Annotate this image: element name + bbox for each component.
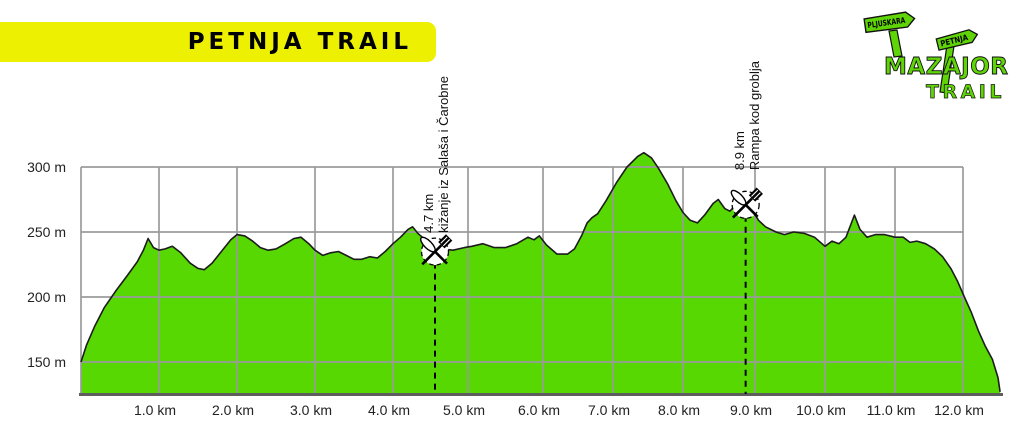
title-banner: PETNJA TRAIL [0, 22, 436, 62]
x-tick-label: 6.0 km [518, 402, 560, 418]
waypoint-distance: 4.7 km [421, 193, 436, 233]
sign-arrow-pljuskara-icon: PLJUSKARA [863, 11, 916, 34]
x-tick-label: 3.0 km [290, 402, 332, 418]
x-tick-label: 8.0 km [658, 402, 700, 418]
waypoint-annotation-1: 4.7 km kižanje iz Salaša i Čarobne [421, 76, 451, 233]
y-tick-label: 150 m [27, 354, 66, 370]
x-tick-label: 9.0 km [730, 402, 772, 418]
trail-logo: PLJUSKARA PETNJA MAZAJOR TRAIL [863, 11, 1009, 103]
sign-arrow-petnja-icon: PETNJA [935, 29, 979, 51]
x-tick-label: 7.0 km [588, 402, 630, 418]
x-tick-label: 10.0 km [796, 402, 846, 418]
elevation-area [81, 152, 1001, 394]
waypoint-name: Rampa kod groblja [746, 60, 762, 170]
x-tick-label: 4.0 km [368, 402, 410, 418]
x-tick-label: 2.0 km [212, 402, 254, 418]
elevation-outline [80, 151, 1001, 393]
x-tick-label: 5.0 km [443, 402, 485, 418]
logo-brand-trail: TRAIL [926, 81, 1005, 103]
waypoint-name: kižanje iz Salaša i Čarobne [436, 75, 451, 233]
waypoint-annotation-2: 8.9 km Rampa kod groblja [732, 61, 762, 170]
waypoint-distance: 8.9 km [731, 130, 747, 170]
picnic-crossed-utensils-icon [419, 234, 453, 266]
x-tick-label: 11.0 km [867, 402, 916, 418]
y-tick-label: 300 m [27, 159, 66, 175]
picnic-crossed-utensils-icon [730, 187, 763, 219]
y-tick-label: 200 m [27, 289, 66, 305]
x-tick-label: 1.0 km [134, 402, 176, 418]
logo-brand-name: MAZAJOR [884, 54, 1009, 80]
x-tick-label: 12.0 km [934, 402, 984, 418]
y-tick-label: 250 m [27, 224, 66, 240]
page-title: PETNJA TRAIL [187, 29, 412, 55]
